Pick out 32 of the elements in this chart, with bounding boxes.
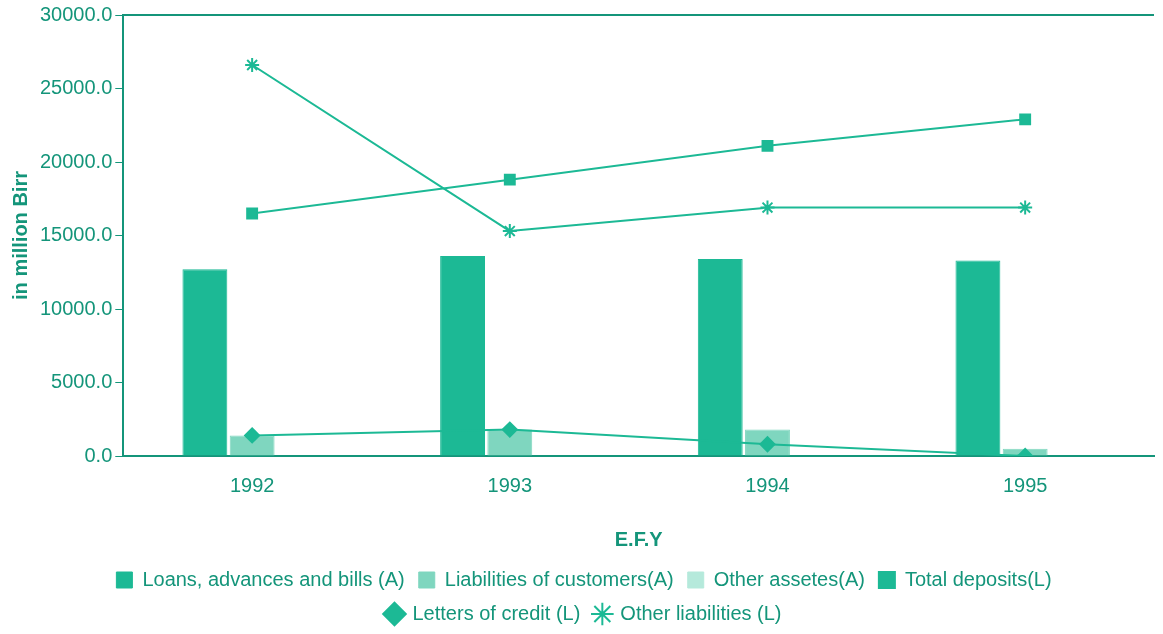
point: [501, 421, 518, 438]
legend-label: Other liabilities (L): [620, 601, 782, 624]
point: [244, 427, 261, 444]
y-tick-label: 5000.0: [51, 370, 113, 393]
x-tick-label: 1994: [745, 473, 790, 496]
x-tick-label: 1995: [1002, 473, 1048, 496]
point: [246, 207, 259, 220]
bar: [487, 429, 533, 456]
bar: [182, 269, 228, 456]
bar: [229, 435, 275, 456]
legend-label: Other assetes(A): [713, 567, 865, 590]
point: [244, 56, 261, 73]
point: [1017, 199, 1034, 216]
y-tick-label: 30000.0: [40, 2, 113, 25]
legend-label: Total deposits(L): [904, 567, 1052, 590]
y-tick-label: 25000.0: [40, 76, 113, 99]
y-tick-label: 0.0: [84, 443, 113, 466]
legend-label: Liabilities of customers(A): [444, 567, 674, 590]
point: [759, 199, 776, 216]
y-axis-title: in million Birr: [8, 170, 31, 300]
x-tick-label: 1993: [487, 473, 533, 496]
point: [503, 173, 516, 186]
legend-label: Loans, advances and bills (A): [142, 567, 405, 590]
y-tick-label: 20000.0: [40, 149, 113, 172]
point: [1019, 113, 1032, 126]
point: [501, 223, 518, 240]
x-tick-label: 1992: [229, 473, 275, 496]
point: [761, 139, 774, 152]
legend-label: Letters of credit (L): [412, 601, 581, 624]
x-axis-title: E.F.Y: [614, 527, 664, 550]
y-tick-label: 10000.0: [40, 296, 113, 319]
y-tick-label: 15000.0: [40, 223, 113, 246]
